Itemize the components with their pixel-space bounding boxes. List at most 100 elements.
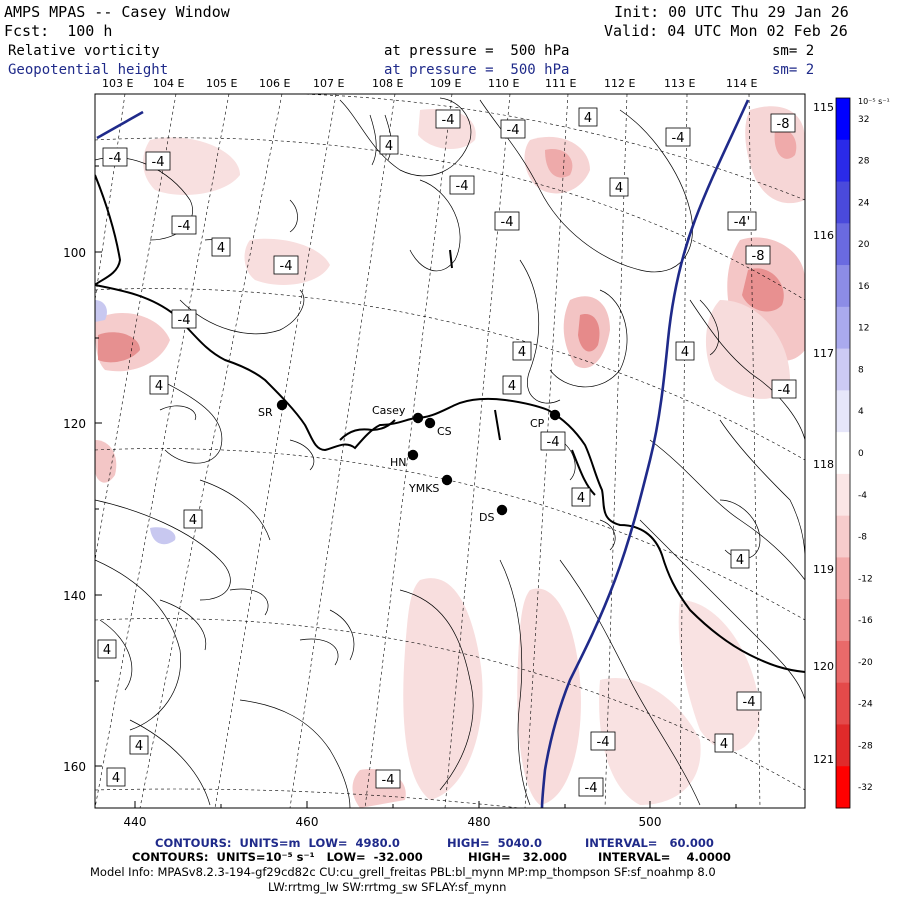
contour-label: -4 [578,777,604,797]
contour-label: -4 [500,119,526,139]
colorbar-tick-label: -32 [858,783,873,793]
y-label: 140 [63,589,86,603]
svg-text:-4: -4 [280,259,293,274]
field2-level: at pressure = 500 hPa [384,62,570,78]
colorbar-tick-label: 28 [858,157,870,167]
svg-text:-4: -4 [442,113,455,128]
svg-text:4: 4 [577,491,585,506]
svg-text:-8: -8 [752,249,765,264]
lon-label: 103 E [102,77,134,90]
contour-label: -4 [590,731,616,751]
station-cs-marker [424,417,436,429]
y-axis-ticks [95,165,737,808]
colorbar-tick-label: 24 [858,198,870,208]
forecast-hour: Fcst: 100 h [4,22,113,40]
svg-text:-4': -4' [734,215,751,230]
svg-text:4: 4 [720,737,728,752]
contour-label: -4 [435,109,461,129]
contour-label: 4 [379,135,399,155]
contour-label: -4 [540,431,566,451]
svg-text:-8: -8 [777,117,790,132]
station-ds-label: DS [479,511,494,524]
colorbar-cell [836,223,850,266]
contour-label: 4 [609,177,629,197]
y-label: 160 [63,760,86,774]
lon-label: 104 E [153,77,185,90]
contour-label: -8 [770,113,796,133]
lon-label: 108 E [372,77,404,90]
footer-vorticity-high: HIGH= 32.000 [468,850,567,864]
vorticity-contours [95,97,805,808]
colorbar-tick-label: 0 [858,449,864,459]
station-casey-marker [412,412,424,424]
field1-smoothing: sm= 2 [772,43,815,59]
colorbar-cell [836,724,850,767]
contour-label: 4 [149,375,169,395]
colorbar-tick-label: 12 [858,324,869,334]
colorbar-cell [836,306,850,350]
station-hn-label: HN [390,456,407,469]
svg-text:4: 4 [736,553,744,568]
footer-vorticity-contours: CONTOURS: UNITS=10⁻⁵ s⁻¹ LOW= -32.000 [132,850,423,864]
contour-label: 4 [730,549,750,569]
init-time: Init: 00 UTC Thu 29 Jan 26 [614,3,849,21]
lon-label: 112 E [604,77,636,90]
colorbar-cells [836,98,850,809]
station-casey-label: Casey [372,404,406,417]
contour-label: 4 [211,237,231,257]
footer-vorticity-interval: INTERVAL= 4.0000 [598,850,731,864]
colorbar-cell [836,265,850,308]
colorbar-tick-label: -24 [858,700,873,710]
x-label: 480 [468,815,491,829]
lon-label: 107 E [313,77,345,90]
contour-label: -4 [171,215,197,235]
colorbar-tick-label: -12 [858,574,873,584]
map-title: AMPS MPAS -- Casey Window [4,3,230,21]
svg-text:-4: -4 [672,131,685,146]
colorbar-tick-label: -4 [858,491,867,501]
x-label: 460 [296,815,319,829]
contour-label: -4 [494,211,520,231]
svg-text:-4: -4 [109,151,122,166]
contour-label: -4 [102,147,128,167]
colorbar-cell [836,390,850,433]
colorbar-cell [836,181,850,224]
station-ymks-marker [441,474,453,486]
svg-text:-4: -4 [382,773,395,788]
geopotential-contours [96,99,750,808]
map-area: SR Casey CS HN YMKS CP DS -4 -4 4 -4 -8 … [95,94,805,808]
colorbar-tick-label: 16 [858,282,870,292]
colorbar-cell [836,557,850,600]
lon-label: 105 E [206,77,238,90]
station-cs-label: CS [437,425,452,438]
footer-height-interval: INTERVAL= 60.000 [585,836,714,850]
svg-text:4: 4 [385,139,393,154]
vorticity-shading [95,106,805,808]
colorbar-tick-label: -28 [858,741,873,751]
station-cp-marker [549,409,561,421]
x-label: 440 [124,815,147,829]
station-cp-label: CP [530,417,545,430]
svg-text:4: 4 [103,643,111,658]
svg-text:4: 4 [584,111,592,126]
contour-label: 4 [106,767,126,787]
y-axis-labels: 100 120 140 160 [63,246,86,774]
svg-text:-4: -4 [585,781,598,796]
svg-text:-4: -4 [743,695,756,710]
svg-text:-4: -4 [547,435,560,450]
svg-text:4: 4 [508,379,516,394]
svg-text:4: 4 [135,739,143,754]
colorbar-tick-label: 4 [858,407,864,417]
colorbar-cell [836,473,850,517]
contour-label: 4 [183,509,203,529]
svg-text:-4: -4 [152,155,165,170]
contour-label: -4 [736,691,762,711]
x-axis-labels: 440 460 480 500 [124,815,662,829]
station-ymks-label: YMKS [408,482,439,495]
svg-text:4: 4 [112,771,120,786]
colorbar: 32 28 24 20 16 12 8 4 0 -4 -8 -12 -16 -20 -24 -28 -32 10… [835,97,890,809]
contour-label: -4 [449,175,475,195]
x-label: 500 [639,815,662,829]
contour-label: 4 [578,107,598,127]
colorbar-cell [836,139,850,183]
